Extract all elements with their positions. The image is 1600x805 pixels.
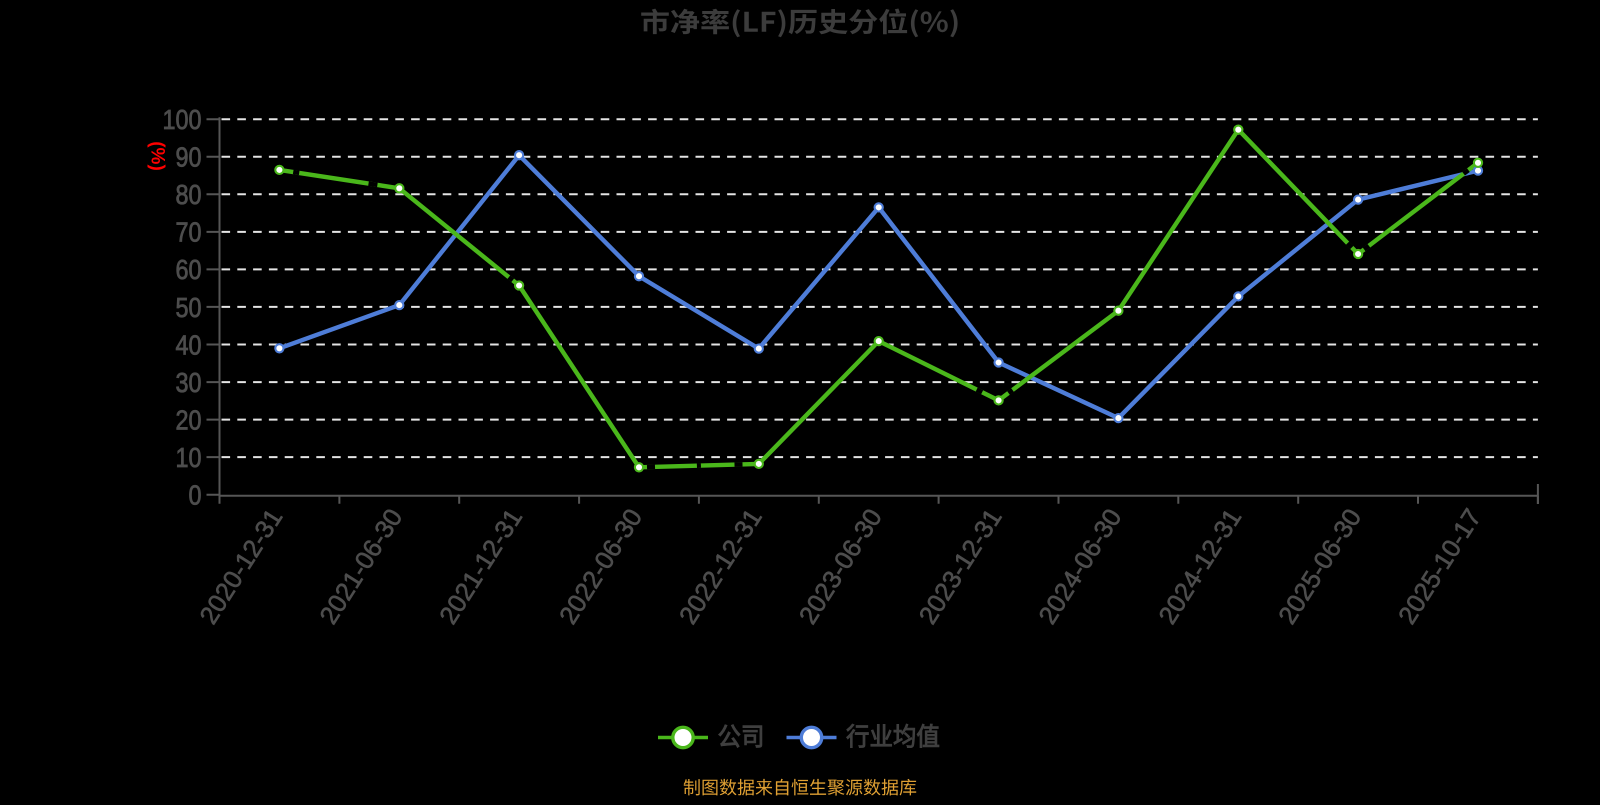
svg-text:30: 30 bbox=[176, 368, 202, 398]
svg-text:70: 70 bbox=[176, 218, 202, 248]
svg-text:50: 50 bbox=[176, 293, 202, 323]
svg-text:20: 20 bbox=[176, 406, 202, 436]
svg-text:60: 60 bbox=[176, 255, 202, 285]
svg-text:10: 10 bbox=[176, 443, 202, 473]
svg-text:40: 40 bbox=[176, 331, 202, 361]
svg-text:80: 80 bbox=[176, 180, 202, 210]
svg-text:0: 0 bbox=[189, 481, 202, 511]
svg-text:100: 100 bbox=[163, 105, 202, 135]
svg-text:(%): (%) bbox=[147, 141, 168, 171]
svg-text:90: 90 bbox=[176, 143, 202, 173]
